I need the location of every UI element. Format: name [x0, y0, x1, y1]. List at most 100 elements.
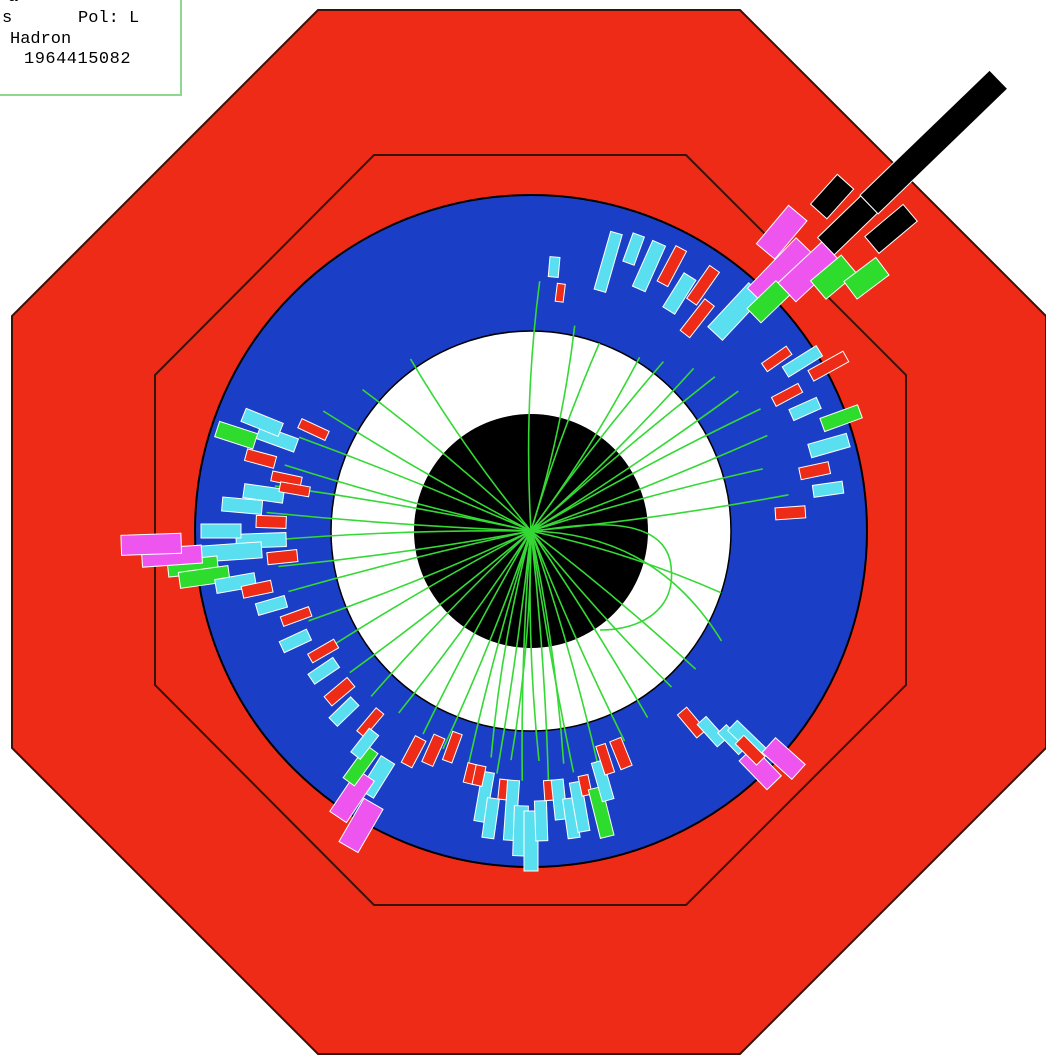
calorimeter-hit: [811, 480, 845, 498]
calorimeter-hit: [481, 796, 500, 840]
calorimeter-hit: [342, 744, 379, 787]
calorimeter-hit: [676, 706, 707, 739]
calorimeter-hit: [798, 461, 832, 481]
info-line-2-left: s: [2, 9, 13, 28]
calorimeter-hit: [328, 696, 360, 728]
particle-tracks: [266, 281, 789, 781]
calorimeter-hit: [593, 230, 623, 293]
calorimeter-hit: [568, 780, 591, 833]
particle-track: [530, 530, 649, 718]
calorimeter-hit: [590, 759, 615, 803]
calorimeter-hit: [809, 173, 855, 220]
calorimeter-hit: [221, 496, 264, 515]
calorimeter-hit: [774, 505, 807, 521]
particle-track: [530, 468, 763, 532]
particle-track: [530, 530, 626, 742]
calorimeter-hit: [662, 272, 697, 315]
calorimeter-hit: [278, 481, 311, 498]
calorimeter-hit: [240, 407, 284, 437]
particle-track: [271, 530, 532, 541]
particle-track: [398, 530, 532, 714]
calorimeter-hit: [609, 736, 633, 771]
particle-track: [530, 530, 697, 670]
calorimeter-hit: [696, 715, 727, 748]
calorimeter-hit: [307, 656, 341, 685]
calorimeter-hit: [471, 764, 487, 787]
particle-track: [530, 530, 598, 762]
calorimeter-hit: [864, 203, 918, 255]
particle-track: [527, 281, 541, 532]
particle-track: [521, 530, 532, 781]
calorimeter-hit: [788, 396, 822, 422]
particle-track: [496, 530, 532, 774]
event-info-box: a s Pol: L Hadron 1964415082: [0, 0, 182, 96]
info-line-1: a: [8, 0, 18, 8]
calorimeter-hit: [240, 579, 274, 599]
calorimeter-hit: [587, 785, 615, 839]
calorimeter-hit: [278, 628, 313, 654]
particle-track: [468, 530, 532, 763]
calorimeter-hit: [338, 797, 384, 854]
particle-track: [266, 511, 532, 532]
event-type-label: Hadron: [10, 30, 72, 49]
calorimeter-hit: [595, 742, 616, 776]
calorimeter-hit: [306, 638, 340, 664]
calorimeter-hits: [120, 69, 1009, 872]
calorimeter-hit: [400, 734, 427, 769]
particle-track: [322, 410, 532, 532]
calorimeter-hit: [554, 282, 566, 303]
particle-track: [530, 376, 716, 532]
calorimeter-hit: [243, 448, 278, 469]
calorimeter-hit: [770, 382, 804, 407]
particle-track: [530, 361, 665, 532]
calorimeter-hit: [819, 404, 863, 433]
particle-track: [490, 530, 532, 758]
calorimeter-hit: [685, 264, 721, 306]
calorimeter-hit: [214, 420, 259, 450]
particle-track: [308, 530, 532, 622]
curling-track: [535, 524, 673, 631]
calorimeter-hit: [441, 730, 463, 764]
particle-track: [530, 530, 575, 773]
particle-track: [409, 358, 532, 532]
inner-detector-octagon-outline: [154, 154, 907, 906]
calorimeter-hit: [656, 244, 688, 288]
calorimeter-hit: [746, 279, 791, 324]
particle-track: [442, 530, 532, 750]
calorimeter-hit: [809, 254, 858, 300]
calorimeter-hit: [266, 549, 299, 566]
particle-track: [530, 530, 673, 688]
particle-track: [298, 436, 532, 532]
particle-track: [530, 530, 723, 642]
calorimeter-hit: [279, 606, 313, 627]
particle-track: [529, 530, 540, 761]
calorimeter-hit: [622, 232, 646, 266]
event-number: 1964415082: [24, 50, 132, 69]
particle-track: [530, 342, 601, 532]
calorimeter-hit: [755, 204, 808, 260]
calorimeter-hit: [547, 256, 561, 278]
calorimeter-hit: [297, 418, 330, 442]
particle-track: [288, 530, 532, 593]
calorimeter-hit: [350, 727, 380, 760]
calorimeter-hit: [843, 256, 890, 300]
calorimeter-hit: [356, 707, 385, 738]
calorimeter-hit: [781, 345, 824, 378]
calorimeter-hit: [761, 736, 806, 781]
calorimeter-hit: [679, 298, 715, 339]
calorimeter-hit: [329, 769, 376, 824]
particle-track: [331, 530, 532, 647]
particle-track: [530, 390, 739, 532]
calorimeter-hit: [120, 532, 183, 556]
calorimeter-hit: [254, 594, 289, 616]
calorimeter-hit: [859, 69, 1009, 215]
calorimeter-hit: [421, 733, 446, 768]
particle-track: [278, 530, 532, 568]
calorimeter-hit: [631, 239, 667, 293]
calorimeter-hit: [255, 514, 287, 529]
calorimeter-hit: [533, 800, 549, 842]
particle-track: [530, 408, 761, 532]
polarization-label: Pol: L: [78, 9, 140, 28]
